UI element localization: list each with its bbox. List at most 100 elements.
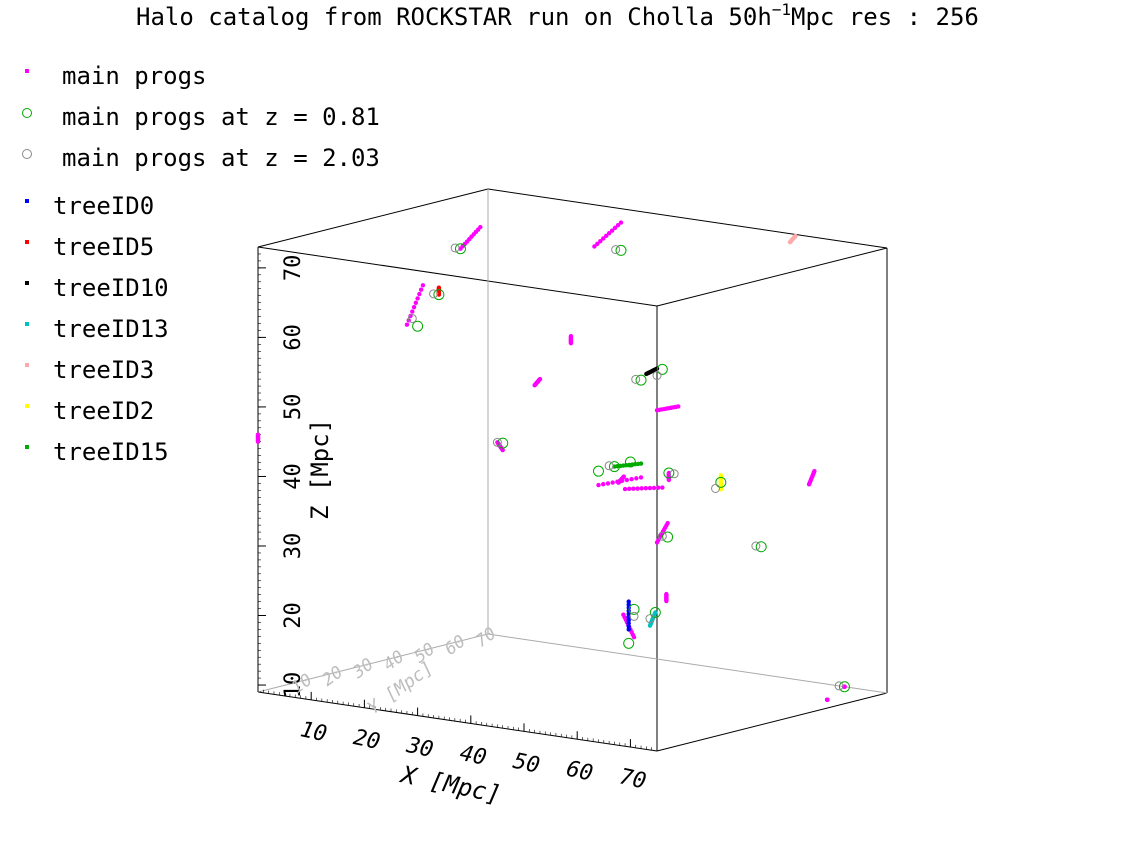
data-point: [610, 480, 615, 485]
legend-marker-dot: [25, 69, 29, 73]
data-point: [592, 244, 597, 249]
legend-label: treeID5: [53, 233, 154, 261]
legend-marker-dot: [25, 445, 29, 449]
data-point: [618, 220, 624, 225]
x-tick-label: 50: [511, 749, 542, 779]
progenitor-circle-z081: [838, 681, 850, 693]
data-point: [415, 296, 420, 301]
box-edge: [656, 247, 888, 307]
progenitor-circle-z203: [711, 483, 721, 493]
data-point: [718, 473, 724, 478]
data-point: [417, 291, 422, 297]
progenitor-circle-z081: [715, 476, 727, 488]
box-edge: [257, 633, 489, 693]
progenitor-circle-z081: [662, 531, 674, 543]
chart-title: Halo catalog from ROCKSTAR run on Cholla…: [136, 0, 979, 31]
legend-marker-circle: [22, 108, 32, 118]
z-tick-label: 20: [281, 602, 306, 629]
z-tick-label: 60: [281, 324, 306, 351]
z-tick-label: 10: [281, 672, 306, 699]
progenitor-circle-z081: [649, 607, 661, 619]
data-point: [624, 477, 630, 483]
data-point: [413, 300, 419, 305]
data-point: [626, 617, 631, 623]
legend-marker-circle: [22, 149, 32, 159]
data-point: [647, 485, 653, 491]
progenitor-circle-z081: [624, 456, 636, 468]
progenitor-circle-z203: [611, 245, 621, 255]
data-point: [436, 285, 442, 290]
data-point: [666, 477, 672, 483]
legend-label: treeID0: [53, 192, 154, 220]
data-point: [604, 233, 609, 239]
data-point: [634, 476, 639, 481]
data-point: [812, 469, 817, 474]
data-point: [615, 223, 621, 228]
data-point: [626, 602, 631, 607]
data-marks: [255, 220, 850, 702]
legend-label: treeID13: [53, 315, 169, 343]
progenitor-circle-z081: [433, 289, 445, 301]
progenitor-circle-z081: [615, 244, 627, 256]
data-point: [635, 486, 640, 491]
data-point: [537, 376, 543, 382]
data-point: [825, 697, 830, 702]
progenitor-circle-z203: [751, 541, 761, 551]
progenitor-circle-z081: [454, 243, 466, 255]
progenitor-circle-z081: [755, 541, 767, 553]
data-point: [420, 283, 426, 288]
legend-label: main progs at z = 2.03: [62, 144, 380, 172]
data-point: [626, 627, 631, 632]
data-point: [638, 475, 644, 480]
legend: main progs main progs at z = 0.81 main pro…: [22, 62, 380, 466]
box-edge: [487, 188, 888, 249]
z-tick-label: 50: [281, 394, 306, 421]
legend-label: treeID3: [53, 356, 154, 384]
x-tick-label: 70: [617, 764, 648, 794]
x-axis-label: X [Mpc]: [397, 760, 504, 809]
x-tick-label: 60: [564, 757, 595, 787]
progenitor-circle-z203: [629, 611, 639, 621]
progenitor-circle-z081: [635, 374, 647, 386]
data-point: [255, 432, 261, 437]
data-point: [631, 486, 636, 491]
progenitor-circle-z081: [663, 467, 675, 479]
legend-marker-dot: [25, 363, 29, 367]
data-point: [793, 233, 798, 239]
data-point: [626, 599, 631, 604]
data-point: [601, 482, 606, 487]
progenitor-circle-z203: [652, 371, 662, 381]
progenitor-circle-z203: [492, 437, 502, 447]
data-point: [643, 486, 648, 491]
data-point: [478, 224, 483, 230]
progenitor-circle-z203: [669, 469, 679, 479]
y-tick-label: 40: [380, 647, 408, 675]
data-point: [601, 236, 606, 241]
progenitor-circle-z203: [657, 531, 667, 541]
box-edge: [656, 692, 888, 752]
progenitor-circle-z203: [604, 461, 614, 471]
progenitor-circle-z081: [412, 320, 424, 332]
legend-marker-dot: [25, 322, 29, 326]
data-point: [622, 486, 628, 492]
data-point: [664, 591, 669, 597]
y-tick-label: 70: [472, 624, 500, 652]
data-point: [596, 482, 601, 488]
legend-label: main progs at z = 0.81: [62, 103, 380, 131]
data-point: [598, 238, 603, 244]
x-tick-label: 10: [298, 717, 329, 747]
data-point: [612, 225, 618, 231]
progenitor-circle-z203: [631, 374, 641, 384]
x-axis: 10 20 30 40 50 60 70: [263, 689, 652, 794]
data-point: [418, 287, 424, 292]
data-point: [411, 304, 417, 310]
box-edge: [257, 691, 658, 752]
y-tick-label: 20: [319, 662, 347, 690]
x-tick-label: 30: [403, 733, 435, 763]
x-tick-label: 20: [351, 725, 382, 755]
progenitor-circle-z081: [656, 363, 668, 375]
legend-label: treeID15: [53, 438, 169, 466]
z-tick-label: 70: [281, 255, 306, 282]
progenitor-circle-z203: [834, 681, 844, 691]
data-point: [638, 461, 644, 466]
